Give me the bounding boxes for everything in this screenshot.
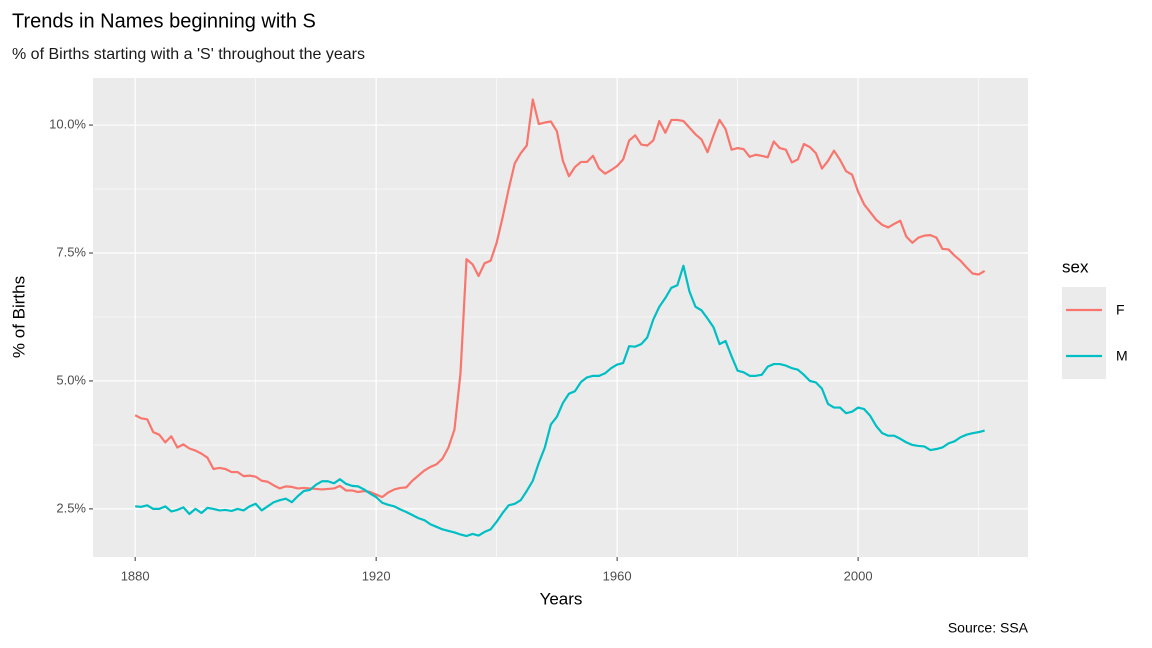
x-tick-label: 2000	[844, 568, 873, 583]
x-tick-label: 1920	[362, 568, 391, 583]
x-tick-label: 1960	[603, 568, 632, 583]
y-tick-label: 7.5%	[56, 244, 86, 259]
y-tick-label: 5.0%	[56, 372, 86, 387]
y-tick-label: 10.0%	[49, 117, 86, 132]
line-series	[135, 264, 985, 538]
chart-title: Trends in Names beginning with S	[12, 10, 316, 32]
x-tick-label: 1880	[121, 568, 150, 583]
legend-label: M	[1116, 348, 1128, 364]
panel	[93, 78, 1028, 557]
x-axis-title: Years	[540, 589, 583, 608]
y-tick-label: 2.5%	[56, 500, 86, 515]
legend-title: sex	[1062, 257, 1089, 276]
caption: Source: SSA	[948, 620, 1029, 636]
chart-subtitle: % of Births starting with a 'S' througho…	[12, 46, 365, 63]
legend-label: F	[1116, 302, 1125, 318]
y-axis-title: % of Births	[9, 276, 28, 358]
line-series	[134, 98, 986, 499]
